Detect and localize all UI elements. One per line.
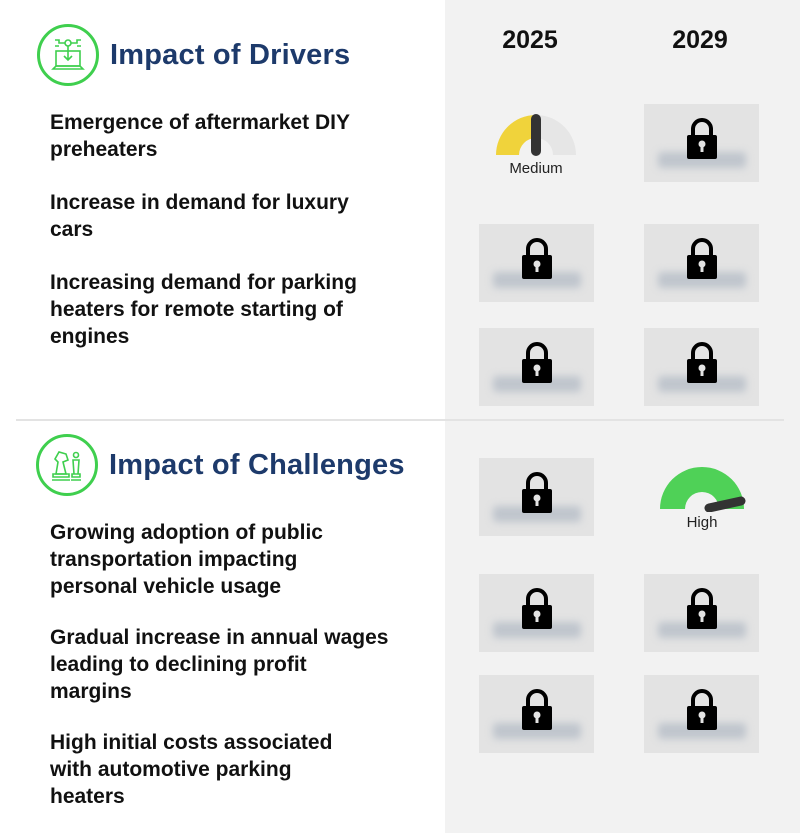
locked-cell[interactable]	[644, 224, 759, 302]
drivers-header: Impact of Drivers	[37, 24, 350, 86]
column-header-2029: 2029	[672, 26, 728, 54]
chess-pieces-icon	[36, 434, 98, 496]
locked-cell[interactable]	[479, 458, 594, 536]
gauge-level-label: High	[686, 514, 718, 531]
lock-icon	[521, 472, 552, 513]
lock-icon	[521, 238, 552, 279]
lock-icon	[521, 588, 552, 629]
gauge-high: High	[642, 466, 762, 531]
challenge-item-2: Gradual increase in annual wages leading…	[50, 626, 389, 703]
driver-item-2: Increase in demand for luxury cars	[50, 191, 349, 241]
locked-cell[interactable]	[644, 574, 759, 652]
gauge-level-label: Medium	[509, 160, 563, 177]
challenges-header: Impact of Challenges	[36, 434, 405, 496]
locked-cell[interactable]	[479, 224, 594, 302]
locked-cell[interactable]	[479, 574, 594, 652]
lock-icon	[686, 588, 717, 629]
locked-cell[interactable]	[644, 104, 759, 182]
locked-cell[interactable]	[479, 675, 594, 753]
gauge-medium: Medium	[476, 112, 596, 177]
lock-icon	[686, 118, 717, 159]
lock-icon	[686, 342, 717, 383]
section-divider	[16, 419, 784, 421]
circuit-board-icon	[37, 24, 99, 86]
challenge-item-1: Growing adoption of public transportatio…	[50, 521, 323, 598]
lock-icon	[521, 342, 552, 383]
locked-cell[interactable]	[479, 328, 594, 406]
column-header-2025: 2025	[502, 26, 558, 54]
challenge-item-3: High initial costs associated with autom…	[50, 731, 333, 808]
driver-item-1: Emergence of aftermarket DIY preheaters	[50, 111, 350, 161]
driver-item-3: Increasing demand for parking heaters fo…	[50, 271, 357, 348]
drivers-title: Impact of Drivers	[110, 38, 351, 71]
locked-cell[interactable]	[644, 328, 759, 406]
lock-icon	[521, 689, 552, 730]
lock-icon	[686, 689, 717, 730]
challenges-title: Impact of Challenges	[109, 448, 405, 481]
locked-cell[interactable]	[644, 675, 759, 753]
lock-icon	[686, 238, 717, 279]
